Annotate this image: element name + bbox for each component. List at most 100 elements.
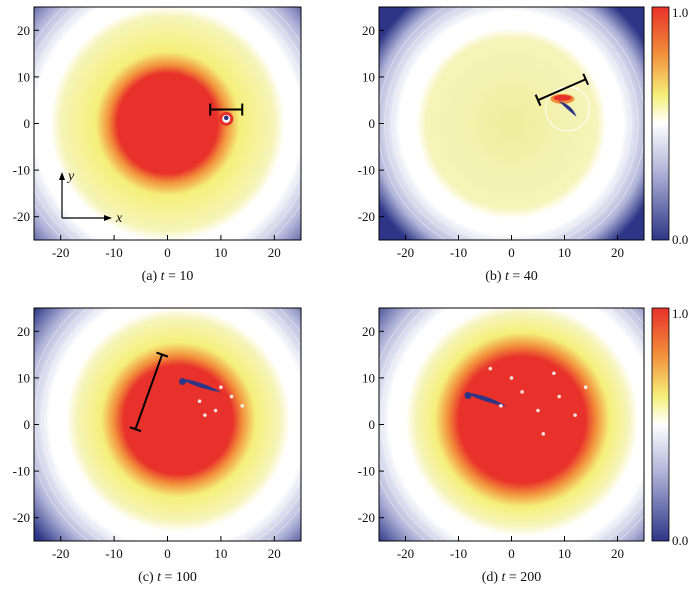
- turbulence-spot: [541, 432, 546, 436]
- turbulence-spot: [229, 394, 234, 399]
- x-tick-label: -10: [450, 546, 467, 561]
- colorbar: 1.0 0.0: [651, 306, 688, 548]
- y-arrowhead: [59, 172, 65, 180]
- scale-bar-line: [537, 78, 587, 102]
- turbulence-spot: [552, 371, 556, 376]
- x-arrowhead: [104, 215, 112, 221]
- panel-c: -20 -10 0 10 20 -20 -10 0 10 20 (c) t = 100: [13, 307, 302, 585]
- wave-ring: [384, 7, 639, 240]
- y-tick-label: -10: [13, 163, 30, 178]
- x-tick-label: 20: [268, 245, 281, 260]
- y-tick-label: 0: [369, 417, 376, 432]
- droplet-front-core: [553, 94, 572, 101]
- x-tick-label: 0: [164, 245, 171, 260]
- panel-d: -20 -10 0 10 20 -20 -10 0 10 20 (d) t = 200 1.0 0.0: [358, 306, 689, 585]
- axis-direction-glyph: xy: [59, 169, 123, 226]
- x-tick-label: 10: [558, 546, 571, 561]
- scale-bar-cap: [129, 426, 142, 433]
- x-tick-label: -10: [450, 245, 467, 260]
- heatmap-image: [34, 7, 301, 240]
- wave-ring: [34, 308, 301, 541]
- x-tick-label: 0: [508, 245, 515, 260]
- turbulence-spot: [203, 413, 207, 417]
- x-tick-label: 20: [611, 245, 624, 260]
- y-tick-label: 10: [17, 69, 30, 84]
- y-tick-label: 20: [17, 23, 30, 38]
- scale-bar: [129, 351, 169, 433]
- y-tick-label: -20: [358, 209, 375, 224]
- colorbar-max-label: 1.0: [672, 5, 688, 20]
- droplet-wake: [558, 100, 577, 117]
- x-tick-label: 10: [214, 245, 227, 260]
- droplet-core: [464, 392, 472, 400]
- wave-ring: [48, 308, 301, 541]
- turbulence-spot: [583, 385, 588, 390]
- turbulence-spot: [197, 399, 202, 404]
- panel-caption: (d) t = 200: [482, 570, 542, 585]
- x-tick-label: 0: [164, 546, 171, 561]
- heatmap-image: [379, 308, 644, 541]
- y-tick-label: 20: [17, 324, 30, 339]
- scale-bar: [209, 103, 244, 116]
- y-tick-label: -20: [13, 209, 30, 224]
- x-tick-label: 20: [611, 546, 624, 561]
- y-tick-label: 0: [369, 116, 376, 131]
- x-tick-label: 20: [268, 546, 281, 561]
- x-tick-label: -20: [397, 546, 414, 561]
- colorbar: 1.0 0.0: [651, 5, 688, 247]
- colorbar-min-label: 0.0: [672, 533, 688, 548]
- scale-bar-cap: [534, 94, 542, 107]
- turbulence-spot: [240, 404, 245, 408]
- x-tick-label: -10: [105, 245, 122, 260]
- wave-ring: [394, 308, 644, 541]
- scale-bar-cap: [582, 73, 590, 86]
- wave-ring: [41, 308, 301, 541]
- heatmap-field: [34, 7, 301, 240]
- colorbar-max-label: 1.0: [672, 306, 688, 321]
- y-tick-label: 0: [24, 417, 31, 432]
- y-tick-label: 20: [362, 23, 375, 38]
- turbulence-spot: [573, 413, 577, 417]
- panel-caption: (c) t = 100: [138, 570, 197, 585]
- scale-bar: [534, 73, 590, 107]
- x-tick-label: 0: [508, 546, 515, 561]
- wave-ring: [387, 308, 644, 541]
- wave-ring: [391, 7, 632, 240]
- turbulence-spot: [219, 385, 223, 390]
- panel-caption: (a) t = 10: [142, 269, 194, 284]
- turbulence-spot: [536, 408, 540, 413]
- droplet-core: [179, 378, 187, 386]
- turbulence-spot: [213, 408, 218, 413]
- y-tick-label: -20: [358, 510, 375, 525]
- droplet-wake: [465, 392, 508, 407]
- y-tick-label: -10: [13, 464, 30, 479]
- y-tick-label: -10: [358, 464, 375, 479]
- turbulence-spot: [520, 390, 524, 394]
- heatmap-image: [379, 7, 644, 240]
- heatmap-field: [379, 308, 644, 541]
- colorbar-min-label: 0.0: [672, 232, 688, 247]
- x-tick-label: -20: [397, 245, 414, 260]
- turbulence-spot: [488, 366, 493, 371]
- droplet-core: [223, 115, 229, 121]
- y-tick-label: 0: [24, 116, 31, 131]
- turbulence-spot: [509, 376, 514, 380]
- colorbar-gradient: [651, 6, 670, 241]
- droplet-wake: [179, 378, 222, 393]
- turbulence-spot: [557, 394, 561, 399]
- wave-ring: [380, 308, 644, 541]
- scale-bar-line: [134, 354, 164, 430]
- turbulence-spot: [499, 404, 503, 408]
- x-tick-label: -20: [52, 245, 69, 260]
- panel-b: -20 -10 0 10 20 -20 -10 0 10 20 (b) t = 40 1.0 0.0: [358, 5, 689, 284]
- wave-ring: [38, 7, 297, 240]
- y-tick-label: 10: [362, 370, 375, 385]
- x-glyph-label: x: [115, 211, 123, 226]
- y-tick-label: 10: [17, 370, 30, 385]
- scale-bar-cap: [156, 351, 169, 358]
- x-tick-label: -10: [105, 546, 122, 561]
- y-glyph-label: y: [66, 169, 75, 184]
